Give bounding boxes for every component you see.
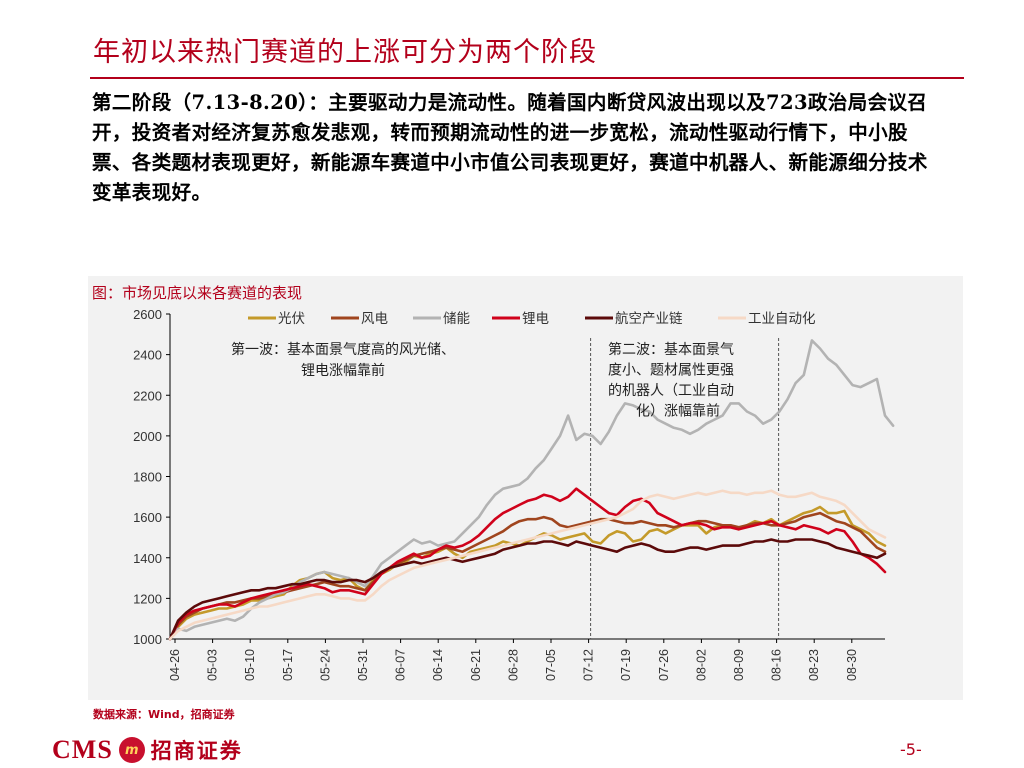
x-tick-label: 08-16 [770, 649, 784, 681]
annotation-text: 第二波：基本面景气 [608, 341, 734, 358]
annotation-text: 的机器人（工业自动 [608, 383, 734, 399]
legend-label: 光伏 [278, 311, 305, 327]
x-tick-label: 05-24 [318, 649, 332, 681]
legend-label: 工业自动化 [748, 311, 816, 327]
y-tick-label: 2200 [133, 388, 162, 403]
y-tick-label: 1200 [133, 591, 162, 606]
x-tick-label: 07-05 [544, 649, 558, 681]
y-tick-label: 2400 [133, 348, 162, 363]
y-tick-label: 1400 [133, 551, 162, 566]
series-line-风电 [168, 511, 887, 641]
series-line-光伏 [168, 505, 887, 641]
x-tick-label: 07-26 [657, 649, 671, 681]
chart-caption: 图：市场见底以来各赛道的表现 [92, 284, 303, 302]
y-tick-label: 1000 [133, 632, 162, 647]
x-tick-label: 08-23 [807, 649, 821, 681]
logo-cms-text: CMS [52, 735, 113, 764]
slide-title: 年初以来热门赛道的上涨可分为两个阶段 [93, 37, 597, 68]
y-tick-label: 2600 [133, 307, 162, 322]
page-number: -5- [900, 740, 922, 759]
series-line-工业自动化 [168, 489, 887, 641]
x-tick-label: 06-14 [431, 649, 445, 681]
legend-label: 储能 [443, 311, 470, 327]
logo-company-name: 招商证券 [150, 738, 243, 763]
x-tick-label: 05-03 [206, 649, 220, 681]
x-tick-label: 08-09 [732, 649, 746, 681]
x-tick-label: 05-17 [281, 649, 295, 681]
x-tick-label: 08-02 [694, 649, 708, 681]
x-tick-label: 04-26 [168, 649, 182, 681]
x-tick-label: 06-21 [469, 649, 483, 681]
line-chart: 1000 1200 1400 1600 1800 2000 2200 2400 2600 04-2… [133, 307, 895, 681]
title-divider [90, 77, 964, 79]
x-tick-label: 06-07 [394, 649, 408, 681]
x-tick-label: 06-28 [506, 649, 520, 681]
annotation-text: 锂电涨幅靠前 [301, 362, 385, 379]
y-tick-label: 1800 [133, 470, 162, 485]
legend-label: 风电 [361, 311, 388, 327]
y-tick-label: 1600 [133, 510, 162, 525]
x-tick-label: 08-30 [845, 649, 859, 681]
y-tick-label: 2000 [133, 429, 162, 444]
annotation-text: 度小、题材属性更强 [608, 363, 734, 379]
chart-panel: 图：市场见底以来各赛道的表现 1000 1200 1400 1600 1800 2000 2… [88, 276, 963, 700]
logo-emblem-icon: m [118, 737, 145, 763]
x-tick-label: 07-19 [619, 649, 633, 681]
legend-label: 航空产业链 [615, 311, 683, 327]
x-tick-label: 07-12 [582, 649, 596, 681]
slide-body-text: 第二阶段（7.13-8.20）：主要驱动力是流动性。随着国内断贷风波出现以及72… [92, 91, 928, 204]
x-tick-label: 05-10 [243, 649, 257, 681]
annotation-text: 第一波：基本面景气度高的风光储、 [231, 341, 455, 358]
x-tick-label: 05-31 [356, 649, 370, 681]
series-line-航空产业链 [168, 538, 887, 641]
legend-label: 锂电 [522, 311, 549, 327]
annotation-text: 化）涨幅靠前 [636, 403, 720, 420]
series-line-锂电 [168, 487, 887, 641]
data-source-note: 数据来源：Wind，招商证券 [93, 708, 235, 721]
company-logo: CMS m 招商证券 [52, 733, 243, 767]
series-line-储能 [168, 339, 895, 641]
